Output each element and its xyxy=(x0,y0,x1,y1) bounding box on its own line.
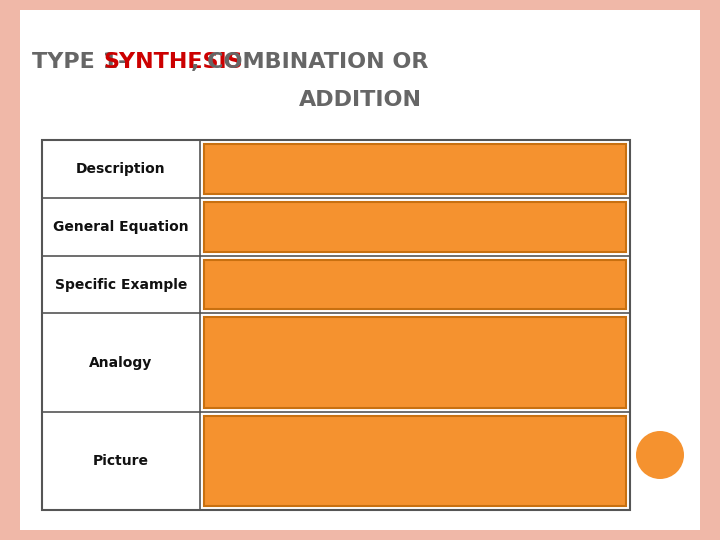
Bar xyxy=(204,144,626,194)
Bar xyxy=(204,202,626,252)
Bar xyxy=(42,411,200,510)
Circle shape xyxy=(636,431,684,479)
Bar xyxy=(42,313,200,411)
Bar xyxy=(204,318,626,408)
Bar xyxy=(42,255,200,313)
Text: Specific Example: Specific Example xyxy=(55,278,187,292)
Bar xyxy=(42,198,200,255)
Text: Picture: Picture xyxy=(93,454,149,468)
Bar xyxy=(42,140,200,198)
Text: , COMBINATION OR: , COMBINATION OR xyxy=(191,52,428,72)
Bar xyxy=(204,260,626,309)
Bar xyxy=(204,416,626,506)
Text: Analogy: Analogy xyxy=(89,355,153,369)
Text: Description: Description xyxy=(76,162,166,176)
Text: ADDITION: ADDITION xyxy=(299,90,421,110)
Text: SYNTHESIS: SYNTHESIS xyxy=(103,52,243,72)
Bar xyxy=(42,140,630,510)
Text: TYPE 1-: TYPE 1- xyxy=(32,52,135,72)
Text: General Equation: General Equation xyxy=(53,220,189,234)
